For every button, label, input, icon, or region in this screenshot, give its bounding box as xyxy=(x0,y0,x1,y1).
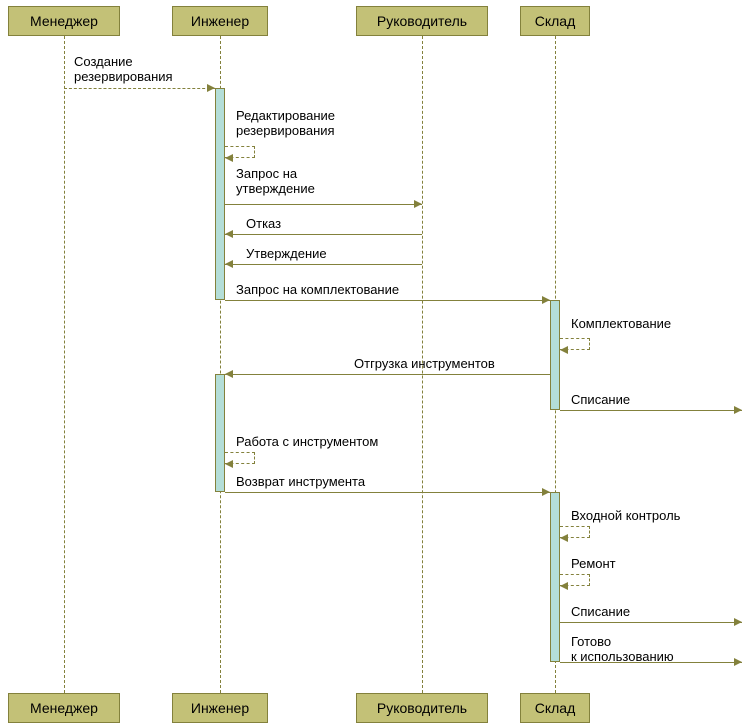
message-line-5 xyxy=(225,300,550,301)
activation-stock xyxy=(550,492,560,662)
participant-engineer: Инженер xyxy=(172,693,268,723)
message-label-8: Списание xyxy=(571,392,630,407)
message-line-7 xyxy=(225,374,550,375)
message-line-4 xyxy=(225,264,422,265)
message-label-9: Работа с инструментом xyxy=(236,434,378,449)
message-line-14 xyxy=(560,662,742,663)
arrowhead-12 xyxy=(560,582,568,590)
message-label-1: Редактирование резервирования xyxy=(236,108,335,138)
message-label-6: Комплектование xyxy=(571,316,671,331)
lifeline-manager xyxy=(64,36,65,693)
sequence-diagram: Менеджер Менеджер Инженер Инженер Руководите… xyxy=(0,0,748,727)
message-label-12: Ремонт xyxy=(571,556,616,571)
participant-lead: Руководитель xyxy=(356,693,488,723)
message-label-10: Возврат инструмента xyxy=(236,474,365,489)
arrowhead-4 xyxy=(225,260,233,268)
message-line-8 xyxy=(560,410,742,411)
participant-stock: Склад xyxy=(520,6,590,36)
message-label-2: Запрос на утверждение xyxy=(236,166,315,196)
arrowhead-9 xyxy=(225,460,233,468)
arrowhead-13 xyxy=(734,618,742,626)
participant-engineer: Инженер xyxy=(172,6,268,36)
arrowhead-1 xyxy=(225,154,233,162)
message-label-0: Создание резервирования xyxy=(74,54,173,84)
message-line-10 xyxy=(225,492,550,493)
message-label-14: Готово к использованию xyxy=(571,634,674,664)
activation-stock xyxy=(550,300,560,410)
message-line-13 xyxy=(560,622,742,623)
message-label-3: Отказ xyxy=(246,216,281,231)
arrowhead-2 xyxy=(414,200,422,208)
arrowhead-0 xyxy=(207,84,215,92)
message-label-5: Запрос на комплектование xyxy=(236,282,399,297)
arrowhead-8 xyxy=(734,406,742,414)
activation-engineer xyxy=(215,88,225,300)
arrowhead-7 xyxy=(225,370,233,378)
participant-lead: Руководитель xyxy=(356,6,488,36)
arrowhead-6 xyxy=(560,346,568,354)
message-label-11: Входной контроль xyxy=(571,508,680,523)
message-label-7: Отгрузка инструментов xyxy=(354,356,495,371)
arrowhead-14 xyxy=(734,658,742,666)
arrowhead-11 xyxy=(560,534,568,542)
message-label-4: Утверждение xyxy=(246,246,327,261)
message-label-13: Списание xyxy=(571,604,630,619)
activation-engineer xyxy=(215,374,225,492)
message-line-3 xyxy=(225,234,422,235)
arrowhead-5 xyxy=(542,296,550,304)
participant-manager: Менеджер xyxy=(8,6,120,36)
participant-stock: Склад xyxy=(520,693,590,723)
participant-manager: Менеджер xyxy=(8,693,120,723)
arrowhead-3 xyxy=(225,230,233,238)
message-line-0 xyxy=(64,88,215,89)
arrowhead-10 xyxy=(542,488,550,496)
message-line-2 xyxy=(225,204,422,205)
